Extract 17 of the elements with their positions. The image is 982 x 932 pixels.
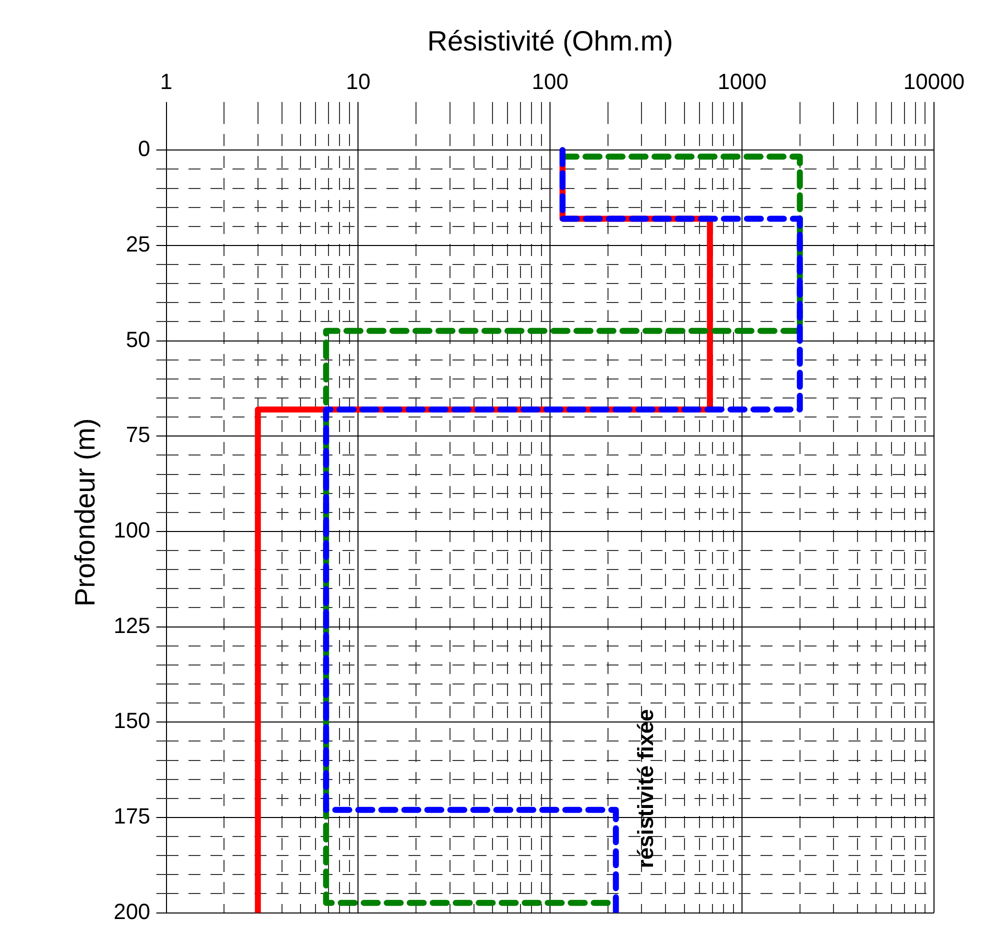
x-tick-label: 100 <box>532 68 569 94</box>
x-tick-label: 10000 <box>903 68 965 94</box>
y-tick-label: 0 <box>138 136 150 162</box>
x-tick-label: 1 <box>160 68 172 94</box>
y-tick-label: 100 <box>114 518 150 543</box>
y-tick-label: 175 <box>114 804 150 829</box>
y-tick-label: 150 <box>114 708 150 734</box>
y-tick-label: 200 <box>114 898 150 924</box>
x-axis-title: Résistivité (Ohm.m) <box>427 26 674 57</box>
x-tick-label: 1000 <box>718 68 767 94</box>
y-tick-label: 125 <box>114 612 150 638</box>
y-axis-title: Profondeur (m) <box>70 418 101 607</box>
y-tick-label: 75 <box>126 422 150 448</box>
y-tick-label: 50 <box>126 326 150 352</box>
y-tick-label: 25 <box>126 232 150 257</box>
x-tick-label: 10 <box>346 68 370 94</box>
annotation: résistivité fixée <box>632 709 658 868</box>
